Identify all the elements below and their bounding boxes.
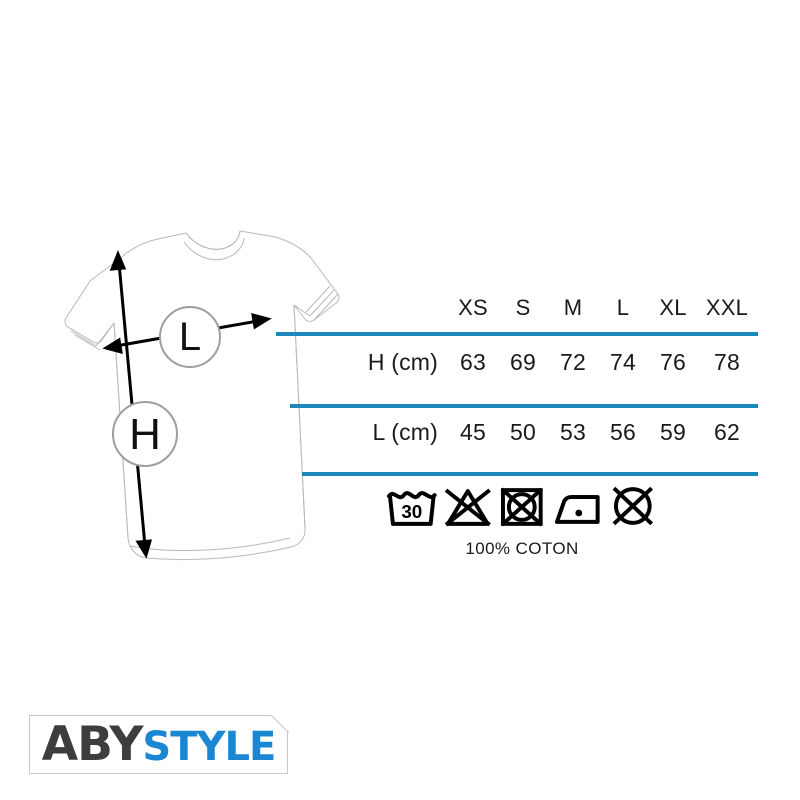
do-not-bleach-icon: Do not bleach	[444, 488, 491, 527]
wash-temperature-label: 30	[401, 501, 422, 522]
logo-text-aby: ABY	[41, 717, 143, 772]
column-header-xs: XS	[458, 295, 488, 320]
height-badge: H	[112, 401, 178, 467]
cell-l-xxl: 62	[714, 418, 740, 445]
iron-low-heat-icon: Iron low heat	[554, 495, 600, 524]
cell-l-xs: 45	[460, 418, 486, 445]
column-header-m: M	[563, 295, 583, 320]
cell-l-m: 53	[560, 418, 586, 445]
cell-h-xs: 63	[460, 348, 486, 375]
width-badge-circle	[159, 306, 221, 368]
cell-h-l: 74	[610, 348, 636, 375]
table-rule-middle	[290, 404, 758, 408]
table-rule-bottom	[302, 472, 758, 476]
table-header-row: XS S M L XL XXL	[268, 288, 768, 328]
column-header-xxl: XXL	[705, 295, 749, 320]
cell-h-xl: 76	[660, 348, 686, 375]
column-header-l: L	[616, 295, 630, 320]
logo-text-style: STYLE	[142, 724, 276, 770]
column-header-xl: XL	[659, 295, 687, 320]
fabric-composition-label: 100% COTON	[465, 539, 579, 558]
row-label-height: H (cm)	[367, 348, 438, 375]
table-rule-top	[276, 332, 758, 336]
cell-l-l: 56	[610, 418, 636, 445]
tshirt-diagram: L H	[18, 228, 348, 573]
cell-l-xl: 59	[660, 418, 686, 445]
height-arrow-head-top	[109, 250, 127, 271]
abystyle-logo: ABYSTYLE	[29, 715, 288, 774]
size-table: XS S M L XL XXL H (cm) 63 69 72 74 76 78…	[268, 288, 768, 488]
width-badge-label: L	[179, 315, 201, 359]
width-arrow-head-left	[102, 337, 123, 355]
table-row: H (cm) 63 69 72 74 76 78	[268, 342, 768, 382]
care-symbol-row: Machine wash 30 30 Do not bleach Do not …	[386, 481, 658, 531]
tshirt-outline	[64, 230, 340, 561]
cell-l-s: 50	[510, 418, 536, 445]
height-badge-circle	[112, 401, 178, 467]
do-not-tumble-dry-icon: Do not tumble dry	[500, 487, 544, 527]
height-badge-label: H	[129, 410, 161, 459]
width-badge: L	[159, 306, 221, 368]
iron-heat-dot	[575, 509, 582, 517]
row-label-length: L (cm)	[372, 418, 438, 445]
column-header-s: S	[515, 295, 531, 320]
do-not-dry-clean-icon: Do not dry clean	[612, 486, 654, 526]
table-row: L (cm) 45 50 53 56 59 62	[268, 412, 768, 452]
height-arrow-head-bottom	[135, 539, 153, 559]
cell-h-s: 69	[510, 348, 536, 375]
cell-h-xxl: 78	[714, 348, 740, 375]
width-arrow-head-right	[251, 312, 272, 330]
cell-h-m: 72	[560, 348, 586, 375]
wash-30-icon: Machine wash 30 30	[386, 491, 437, 526]
